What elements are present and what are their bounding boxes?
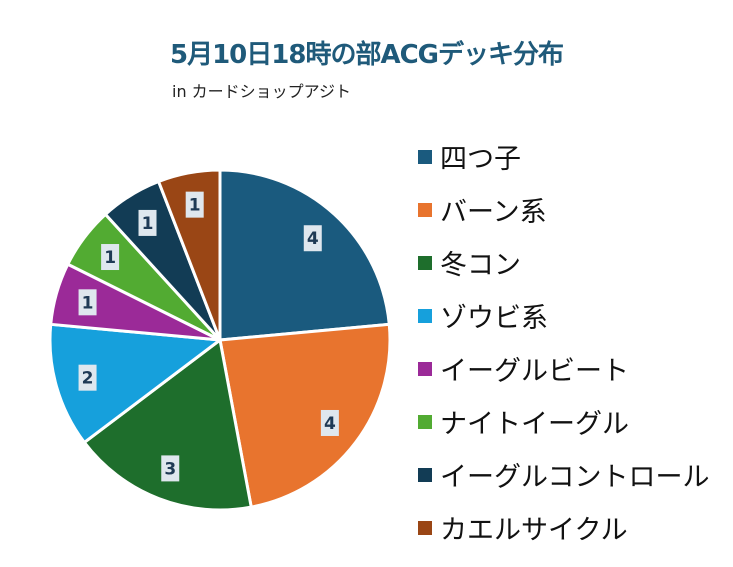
svg-text:4: 4 [307, 229, 319, 249]
pie-slice [82, 337, 253, 512]
data-label: 4 [320, 409, 339, 436]
pie-slice [218, 322, 392, 509]
legend-label: 冬コン [440, 250, 521, 281]
svg-text:1: 1 [104, 248, 116, 268]
chart-subtitle: in カードショップアジト [172, 82, 352, 101]
legend-item: 四つ子 [418, 130, 718, 183]
pie-slice [218, 168, 391, 342]
legend-item: イーグルコントロール [418, 448, 718, 501]
data-label: 1 [101, 244, 120, 271]
svg-text:1: 1 [82, 293, 94, 313]
legend-swatch [418, 520, 432, 535]
svg-text:3: 3 [164, 459, 176, 479]
legend-swatch [418, 149, 432, 164]
legend-label: カエルサイクル [440, 515, 628, 546]
data-label: 3 [161, 455, 180, 482]
svg-text:2: 2 [82, 369, 94, 389]
svg-text:1: 1 [189, 196, 201, 216]
data-label: 1 [185, 191, 204, 218]
legend-label: 四つ子 [440, 144, 521, 175]
pie-slice [156, 168, 222, 341]
legend-item: ナイトイーグル [418, 395, 718, 448]
data-label: 2 [78, 364, 97, 391]
legend-label: ゾウビ系 [440, 303, 548, 334]
legend-swatch [418, 255, 432, 270]
legend: 四つ子バーン系冬コンゾウビ系イーグルビート ナイトイーグルイーグルコントロール カエ… [418, 130, 718, 554]
legend-label: イーグルビート [440, 356, 629, 387]
legend-item: カエルサイクル [418, 501, 718, 554]
svg-text:4: 4 [324, 414, 336, 434]
legend-label: ナイトイーグル [440, 409, 629, 440]
data-label: 1 [78, 289, 97, 316]
legend-item: イーグルビート [418, 342, 718, 395]
data-label: 4 [303, 225, 322, 252]
legend-label: イーグルコントロール [440, 462, 710, 493]
legend-item: ゾウビ系 [418, 289, 718, 342]
legend-label: バーン系 [440, 197, 547, 228]
legend-swatch [418, 467, 432, 482]
chart-title: 5月10日18時の部ACGデッキ分布 [170, 40, 564, 70]
legend-swatch [418, 308, 432, 323]
pie-slice [48, 322, 224, 445]
legend-swatch [418, 202, 432, 217]
legend-swatch [418, 361, 432, 376]
legend-swatch [418, 414, 432, 429]
legend-item: 冬コン [418, 236, 718, 289]
data-label: 1 [138, 209, 157, 236]
svg-text:1: 1 [142, 214, 154, 234]
legend-item: バーン系 [418, 183, 718, 236]
